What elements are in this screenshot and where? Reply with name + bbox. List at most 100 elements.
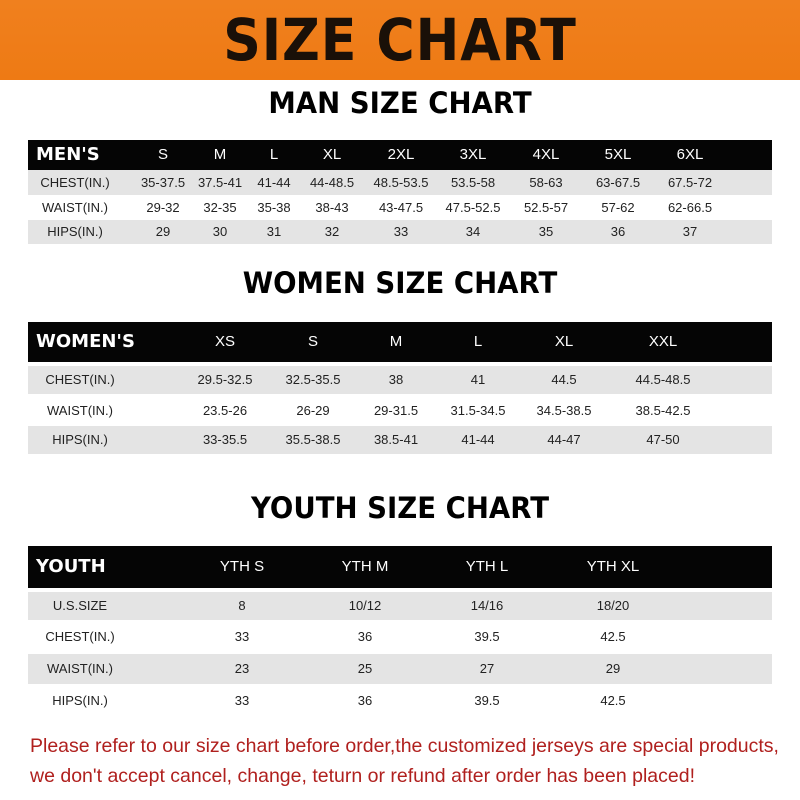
table-row: HIPS(IN.) 33-35.5 35.5-38.5 38.5-41 41-44 44-…: [28, 426, 772, 454]
size-header: M: [213, 146, 227, 163]
cell-value: 23.5-26: [202, 403, 248, 418]
cell-value: 18/20: [596, 598, 630, 613]
table-row: CHEST(IN.) 29.5-32.5 32.5-35.5 38 41 44.5 44.5…: [28, 366, 772, 394]
cell-value: 34: [465, 224, 481, 239]
cell-value: 30: [212, 224, 228, 239]
cell-value: 35.5-38.5: [285, 432, 341, 447]
page-title: SIZE CHART: [223, 6, 577, 74]
table-row: WAIST(IN.) 29-32 32-35 35-38 38-43 43-47.5 47.…: [28, 195, 772, 220]
size-header: 6XL: [676, 146, 704, 163]
title-banner: SIZE CHART: [0, 0, 800, 80]
cell-value: 32.5-35.5: [285, 372, 341, 387]
cell-value: 52.5-57: [523, 199, 569, 215]
table-row: HIPS(IN.) 33 36 39.5 42.5: [28, 686, 772, 716]
cell-value: 44-48.5: [309, 174, 355, 190]
header-label: YOUTH: [36, 556, 106, 577]
cell-value: 29: [155, 224, 171, 239]
cell-value: 44.5-48.5: [635, 372, 691, 387]
cell-value: 41-44: [461, 432, 495, 447]
cell-value: 8: [238, 598, 246, 613]
cell-value: 35: [538, 224, 554, 239]
cell-value: 47.5-52.5: [445, 199, 501, 215]
cell-value: 48.5-53.5: [373, 174, 429, 190]
table-header-row: WOMEN'S XS S M L XL XXL: [28, 322, 772, 362]
cell-value: 35-37.5: [140, 174, 186, 190]
size-header: YTH S: [219, 558, 265, 575]
size-header: YTH L: [465, 558, 509, 575]
size-header: XS: [214, 333, 236, 350]
cell-value: 26-29: [296, 403, 330, 418]
cell-value: 42.5: [600, 693, 626, 708]
cell-value: 63-67.5: [595, 174, 641, 190]
cell-value: 41: [470, 372, 486, 387]
cell-value: 47-50: [646, 432, 680, 447]
cell-value: 37: [682, 224, 698, 239]
size-header: YTH XL: [586, 558, 640, 575]
cell-value: 27: [479, 661, 495, 676]
cell-value: 29: [605, 661, 621, 676]
cell-value: 44-47: [547, 432, 581, 447]
table-row: HIPS(IN.) 29 30 31 32 33 34 35 36 37: [28, 220, 772, 244]
size-header: YTH M: [341, 558, 389, 575]
cell-value: 43-47.5: [378, 199, 424, 215]
cell-value: 29-31.5: [373, 403, 419, 418]
size-header: L: [269, 146, 279, 163]
cell-value: 38-43: [315, 199, 349, 215]
row-label: WAIST(IN.): [47, 661, 113, 676]
header-label: WOMEN'S: [36, 331, 135, 352]
cell-value: 31.5-34.5: [450, 403, 506, 418]
cell-value: 44.5: [551, 372, 577, 387]
cell-value: 39.5: [474, 629, 500, 644]
table-row: CHEST(IN.) 33 36 39.5 42.5: [28, 622, 772, 652]
row-label: U.S.SIZE: [52, 598, 108, 613]
cell-value: 38.5-41: [373, 432, 419, 447]
row-label: WAIST(IN.): [47, 403, 113, 418]
men-title: MAN SIZE CHART: [268, 86, 532, 120]
size-header: XL: [554, 333, 574, 350]
table-header-row: MEN'S S M L XL 2XL 3XL 4XL 5XL 6XL: [28, 140, 772, 170]
size-header: L: [473, 333, 483, 350]
cell-value: 31: [266, 224, 282, 239]
cell-value: 42.5: [600, 629, 626, 644]
cell-value: 41-44: [257, 174, 291, 190]
table-row: CHEST(IN.) 35-37.5 37.5-41 41-44 44-48.5 48.5…: [28, 170, 772, 195]
cell-value: 32: [324, 224, 340, 239]
cell-value: 14/16: [470, 598, 504, 613]
notice-line-1: Please refer to our size chart before or…: [30, 735, 779, 757]
cell-value: 38.5-42.5: [635, 403, 691, 418]
cell-value: 36: [610, 224, 626, 239]
row-label: WAIST(IN.): [42, 199, 108, 215]
cell-value: 35-38: [257, 199, 291, 215]
cell-value: 33-35.5: [202, 432, 248, 447]
header-label: MEN'S: [36, 144, 100, 165]
cell-value: 29-32: [146, 199, 180, 215]
youth-title: YOUTH SIZE CHART: [250, 491, 550, 525]
cell-value: 57-62: [601, 199, 635, 215]
size-header: M: [389, 333, 403, 350]
row-label: HIPS(IN.): [47, 224, 103, 239]
size-header: 2XL: [387, 146, 415, 163]
cell-value: 39.5: [474, 693, 500, 708]
row-label: CHEST(IN.): [45, 629, 115, 644]
cell-value: 34.5-38.5: [536, 403, 592, 418]
cell-value: 67.5-72: [667, 174, 713, 190]
cell-value: 33: [393, 224, 409, 239]
size-header: 4XL: [532, 146, 560, 163]
row-label: CHEST(IN.): [40, 174, 110, 190]
row-label: HIPS(IN.): [52, 693, 108, 708]
cell-value: 37.5-41: [197, 174, 243, 190]
size-header: XL: [322, 146, 342, 163]
cell-value: 53.5-58: [450, 174, 496, 190]
size-header: S: [307, 333, 319, 350]
cell-value: 62-66.5: [667, 199, 713, 215]
cell-value: 10/12: [348, 598, 382, 613]
size-header: 5XL: [604, 146, 632, 163]
cell-value: 36: [357, 629, 373, 644]
table-row: U.S.SIZE 8 10/12 14/16 18/20: [28, 592, 772, 620]
cell-value: 33: [234, 629, 250, 644]
cell-value: 33: [234, 693, 250, 708]
size-header: 3XL: [459, 146, 487, 163]
women-title: WOMEN SIZE CHART: [242, 266, 558, 300]
cell-value: 32-35: [203, 199, 237, 215]
row-label: CHEST(IN.): [45, 372, 115, 387]
